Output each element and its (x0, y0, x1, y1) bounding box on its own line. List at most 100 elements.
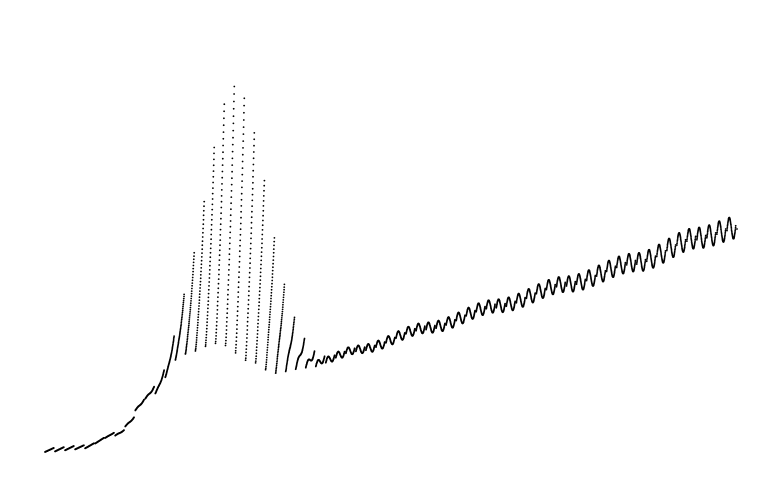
data-point (180, 318, 183, 321)
data-point (706, 232, 709, 235)
data-point (246, 316, 249, 319)
data-point (185, 343, 188, 346)
data-point (231, 157, 234, 160)
data-point (216, 317, 218, 319)
data-point (196, 324, 199, 327)
data-point (291, 332, 294, 335)
data-point (265, 359, 268, 361)
data-point (189, 306, 192, 309)
data-point (231, 150, 234, 153)
data-point (189, 302, 192, 305)
data-point (256, 329, 259, 332)
data-point (185, 348, 188, 351)
data-point (282, 303, 284, 306)
data-point (246, 329, 249, 331)
data-point (239, 239, 242, 242)
data-point (227, 274, 230, 276)
data-point (255, 355, 258, 358)
data-point (197, 321, 199, 324)
data-point (615, 265, 618, 267)
data-point (263, 189, 265, 192)
data-point (726, 224, 729, 227)
data-point (704, 237, 707, 240)
data-point (123, 429, 125, 431)
data-point (212, 187, 214, 190)
data-point (181, 309, 184, 312)
data-point (271, 269, 274, 272)
data-point (225, 332, 228, 335)
data-point (644, 258, 647, 261)
data-point (373, 344, 376, 347)
data-point (172, 340, 175, 343)
data-point (263, 179, 266, 182)
data-point (283, 283, 286, 286)
data-point (260, 246, 263, 249)
data-point (185, 349, 187, 352)
data-point (249, 247, 252, 250)
data-point (228, 269, 230, 271)
data-point (213, 146, 216, 149)
data-point (275, 362, 278, 365)
data-point (269, 305, 272, 308)
data-point (181, 313, 184, 316)
data-point (683, 246, 686, 249)
data-point (219, 244, 221, 247)
data-point (186, 340, 189, 343)
data-point (179, 328, 182, 331)
data-point (248, 276, 251, 279)
data-point (275, 367, 278, 370)
data-point (706, 236, 708, 239)
data-point (694, 240, 696, 243)
data-point (700, 238, 703, 241)
data-point (182, 299, 185, 302)
data-point (283, 291, 285, 294)
data-point (699, 233, 702, 236)
data-point (210, 228, 213, 231)
data-point (189, 311, 192, 313)
data-point (584, 278, 587, 281)
data-point (714, 238, 716, 241)
data-point (267, 328, 270, 331)
data-point (679, 237, 682, 239)
data-point (706, 230, 709, 233)
data-point (683, 244, 686, 247)
data-point (261, 229, 264, 231)
data-point (716, 231, 718, 234)
data-point (182, 301, 185, 304)
data-point (696, 237, 698, 240)
data-point (684, 238, 687, 241)
data-point (654, 259, 656, 262)
data-point (212, 170, 215, 173)
data-point (716, 226, 719, 229)
data-point (205, 327, 208, 330)
data-point (634, 259, 637, 262)
data-point (278, 340, 281, 343)
data-point (196, 329, 199, 332)
data-point (225, 329, 228, 331)
data-point (277, 345, 280, 348)
data-point (383, 341, 386, 343)
data-point (208, 281, 211, 283)
data-point (686, 237, 689, 239)
data-point (594, 277, 596, 279)
data-point (245, 344, 248, 347)
data-point (185, 345, 188, 348)
data-point (209, 247, 212, 250)
data-point (251, 187, 254, 190)
data-point (238, 266, 241, 268)
data-point (534, 292, 537, 294)
data-point (189, 304, 192, 307)
data-point (690, 238, 693, 241)
data-point (187, 326, 190, 329)
data-point (216, 304, 219, 307)
data-point (187, 328, 190, 331)
data-point (268, 321, 271, 324)
data-point (225, 321, 228, 323)
data-point (564, 281, 567, 284)
data-point (234, 349, 237, 352)
data-point (203, 205, 205, 208)
data-point (202, 209, 205, 212)
data-point (734, 226, 737, 229)
data-point (189, 308, 192, 311)
data-point (273, 244, 275, 247)
